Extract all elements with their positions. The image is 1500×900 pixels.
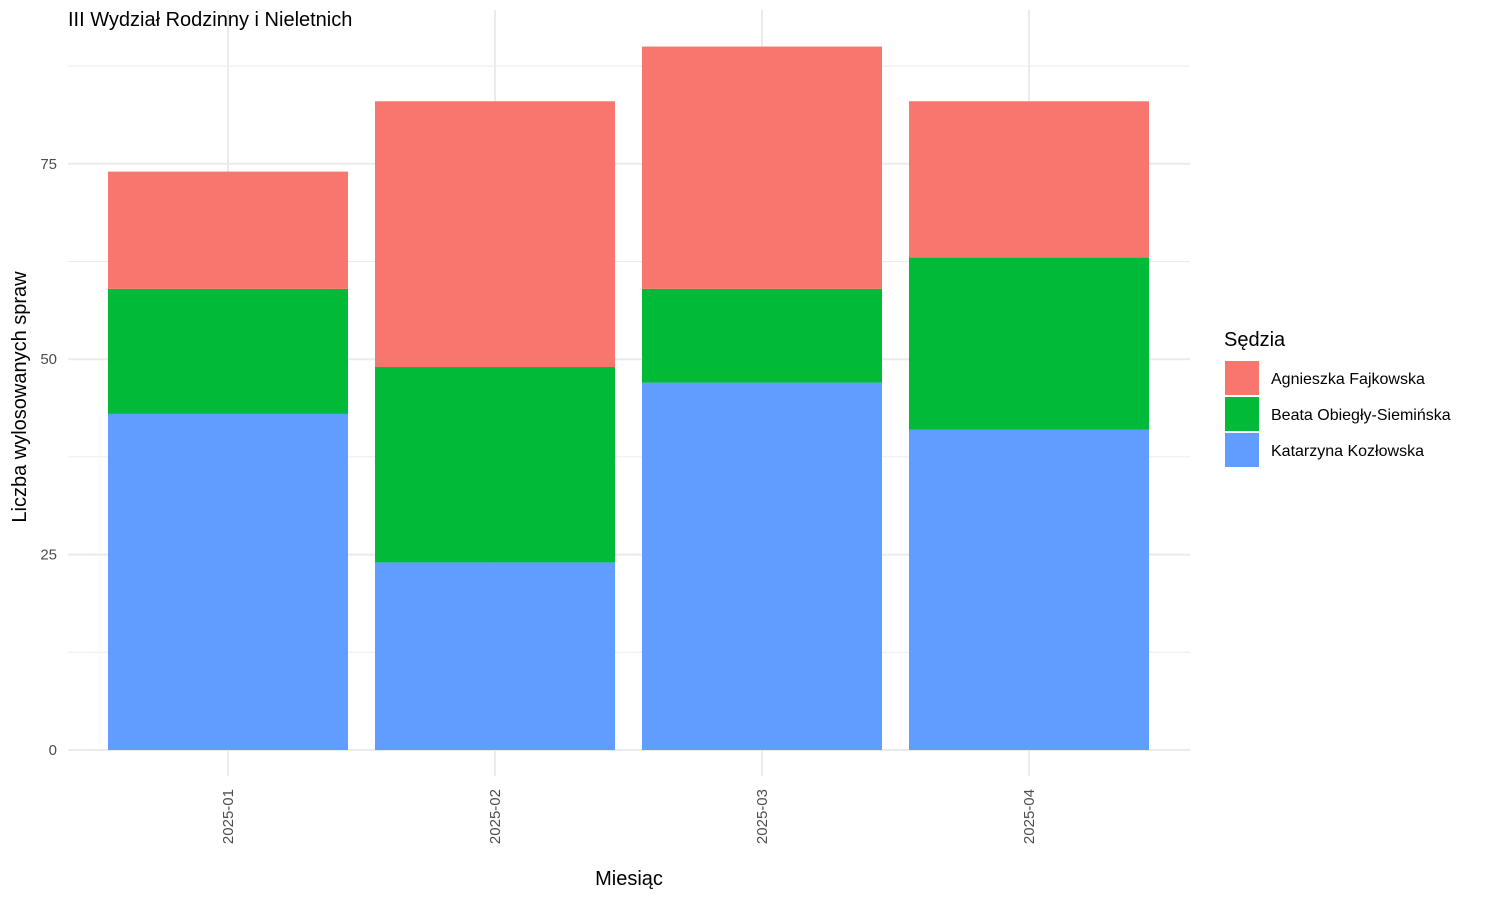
bar-2025-03-series-0 xyxy=(642,382,882,750)
legend-label: Beata Obiegły-Siemińska xyxy=(1271,407,1451,424)
bars xyxy=(108,46,1149,750)
y-tick-label: 0 xyxy=(49,742,57,759)
legend-swatch xyxy=(1225,433,1259,467)
x-tick-label: 2025-02 xyxy=(487,789,504,844)
y-axis-ticks: 0 25 50 75 xyxy=(40,156,57,759)
bar-2025-01-series-2 xyxy=(108,171,348,289)
y-tick-label: 25 xyxy=(40,547,57,564)
legend: Sędzia Agnieszka Fajkowska Beata Obiegły-… xyxy=(1224,329,1451,467)
bar-2025-04-series-1 xyxy=(909,257,1149,430)
bar-2025-03-series-1 xyxy=(642,288,882,383)
legend-swatch xyxy=(1225,361,1259,395)
x-axis-ticks: 2025-01 2025-02 2025-03 2025-04 xyxy=(220,789,1038,844)
y-axis-title: Liczba wylosowanych spraw xyxy=(9,271,31,523)
y-tick-label: 50 xyxy=(40,351,57,368)
bar-2025-02-series-0 xyxy=(375,562,615,750)
x-tick-label: 2025-04 xyxy=(1021,789,1038,844)
bar-2025-01-series-1 xyxy=(108,288,348,414)
x-tick-label: 2025-01 xyxy=(220,789,237,844)
bar-2025-01-series-0 xyxy=(108,413,348,750)
legend-swatch xyxy=(1225,397,1259,431)
legend-label: Agnieszka Fajkowska xyxy=(1271,371,1425,388)
x-axis-title: Miesiąc xyxy=(595,868,663,890)
legend-label: Katarzyna Kozłowska xyxy=(1271,443,1424,460)
bar-2025-02-series-2 xyxy=(375,101,615,368)
bar-2025-03-series-2 xyxy=(642,46,882,289)
x-tick-label: 2025-03 xyxy=(754,789,771,844)
legend-items: Agnieszka Fajkowska Beata Obiegły-Siemińs… xyxy=(1225,361,1451,467)
bar-2025-02-series-1 xyxy=(375,367,615,563)
bar-2025-04-series-2 xyxy=(909,101,1149,258)
chart-title: III Wydział Rodzinny i Nieletnich xyxy=(68,9,352,31)
bar-2025-04-series-0 xyxy=(909,429,1149,750)
y-tick-label: 75 xyxy=(40,156,57,173)
legend-title: Sędzia xyxy=(1224,329,1286,351)
